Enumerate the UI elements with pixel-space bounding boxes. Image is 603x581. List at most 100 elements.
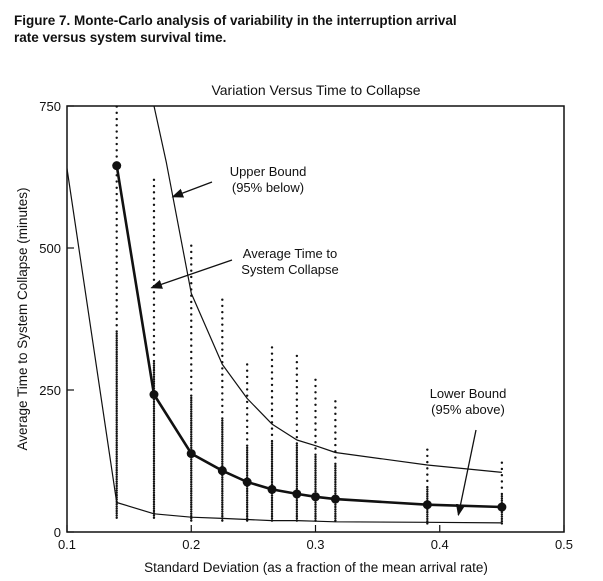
sample-point <box>190 492 193 495</box>
sample-point <box>221 404 224 408</box>
sample-point <box>245 508 249 511</box>
sample-point <box>190 381 193 385</box>
sample-point <box>500 499 504 502</box>
sample-point <box>426 448 429 451</box>
sample-point <box>152 416 156 420</box>
sample-point <box>152 222 156 225</box>
annotation-layer: Upper Bound(95% below) Average Time toSys… <box>150 164 506 517</box>
sample-point <box>152 364 156 367</box>
sample-point <box>115 224 118 227</box>
sample-point <box>190 263 193 266</box>
sample-point <box>152 475 156 479</box>
sample-point <box>270 427 274 430</box>
sample-point <box>270 471 274 475</box>
sample-point <box>152 432 156 435</box>
sample-point <box>152 434 156 438</box>
sample-point <box>115 450 118 454</box>
sample-point <box>270 346 274 349</box>
sample-point <box>115 509 118 513</box>
sample-column <box>190 244 193 522</box>
sample-point <box>334 508 337 511</box>
x-tick-label: 0.4 <box>431 537 449 552</box>
sample-point <box>270 478 274 481</box>
sample-point <box>190 464 193 468</box>
sample-point <box>190 435 193 438</box>
sample-point <box>115 324 118 327</box>
sample-point <box>115 416 118 420</box>
sample-point <box>221 462 224 466</box>
sample-point <box>221 453 224 456</box>
sample-point <box>295 444 299 447</box>
sample-point <box>245 455 249 459</box>
sample-point <box>314 453 317 456</box>
sample-point <box>334 406 337 409</box>
sample-point <box>190 494 193 497</box>
sample-point <box>295 517 299 520</box>
sample-point <box>245 453 249 456</box>
sample-point <box>115 334 118 338</box>
sample-point <box>190 485 193 488</box>
sample-point <box>152 425 156 429</box>
sample-point <box>221 483 224 486</box>
sample-point <box>115 205 118 208</box>
sample-point <box>115 480 118 483</box>
sample-point <box>245 498 249 502</box>
sample-point <box>152 482 156 485</box>
average-point <box>497 502 507 512</box>
sample-point <box>115 124 118 127</box>
sample-point <box>270 480 274 484</box>
sample-point <box>221 446 224 450</box>
sample-point <box>221 505 224 509</box>
sample-point <box>270 505 274 509</box>
sample-point <box>190 307 193 310</box>
sample-point <box>152 441 156 445</box>
sample-point <box>295 423 299 426</box>
sample-point <box>221 421 224 425</box>
sample-point <box>221 323 224 326</box>
sample-point <box>115 502 118 506</box>
sample-point <box>115 409 118 413</box>
sample-point <box>314 447 317 450</box>
sample-point <box>270 494 274 497</box>
sample-point <box>152 437 156 440</box>
sample-point <box>270 364 274 368</box>
x-tick-label: 0.3 <box>306 537 324 552</box>
sample-point <box>152 412 156 415</box>
sample-point <box>270 439 274 443</box>
sample-point <box>245 501 249 504</box>
sample-point <box>314 514 317 518</box>
sample-point <box>500 497 504 500</box>
y-tick-label: 0 <box>54 525 61 540</box>
sample-point <box>314 422 317 425</box>
sample-point <box>152 421 156 424</box>
sample-point <box>115 455 118 458</box>
sample-point <box>221 489 224 493</box>
sample-point <box>115 489 118 492</box>
sample-point <box>115 473 118 476</box>
sample-point <box>152 496 156 499</box>
sample-point <box>115 368 118 372</box>
sample-point <box>152 291 156 294</box>
sample-point <box>190 424 193 427</box>
sample-point <box>295 455 299 459</box>
lines-layer <box>67 106 507 524</box>
annotation-arrow <box>150 259 233 289</box>
sample-point <box>295 429 299 433</box>
sample-point <box>190 344 193 347</box>
sample-point <box>115 186 118 189</box>
annotation-text: Upper Bound <box>230 164 307 179</box>
sample-point <box>295 501 299 504</box>
sample-point <box>115 274 118 277</box>
sample-point <box>500 461 504 464</box>
sample-point <box>152 448 156 451</box>
sample-point <box>190 419 193 422</box>
sample-point <box>115 412 118 415</box>
sample-point <box>115 357 118 360</box>
sample-column <box>270 346 274 522</box>
sample-point <box>115 366 118 370</box>
sample-point <box>221 335 224 339</box>
sample-point <box>190 417 193 420</box>
sample-point <box>190 430 193 434</box>
sample-point <box>221 430 224 434</box>
sample-point <box>152 473 156 476</box>
